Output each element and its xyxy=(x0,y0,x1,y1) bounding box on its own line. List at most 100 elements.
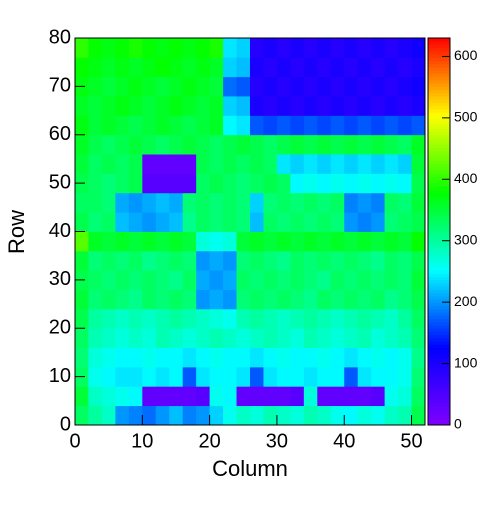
heat-cell xyxy=(236,231,251,252)
heat-cell xyxy=(317,289,332,310)
heat-cell xyxy=(209,347,224,368)
heat-cell xyxy=(317,173,332,194)
heat-cell xyxy=(128,96,143,116)
heat-cell xyxy=(75,347,89,368)
heat-cell xyxy=(142,173,157,194)
heat-cell xyxy=(169,173,184,194)
heat-cell xyxy=(384,250,399,271)
heat-cell xyxy=(128,192,143,213)
heat-cell xyxy=(128,154,143,174)
heat-cell xyxy=(182,134,197,155)
heat-cell xyxy=(115,289,130,310)
heat-cell xyxy=(182,231,197,252)
colorbar-step xyxy=(428,415,450,419)
heat-cell xyxy=(290,96,305,116)
heat-cell xyxy=(142,154,157,174)
heat-cell xyxy=(398,212,412,232)
heat-cell xyxy=(411,38,426,58)
heat-cell xyxy=(75,115,89,136)
heat-cell xyxy=(303,328,318,348)
heat-cell xyxy=(276,212,291,232)
heat-cell xyxy=(236,154,251,174)
heat-cell xyxy=(357,134,372,155)
colorbar-step xyxy=(428,299,450,303)
heat-cell xyxy=(88,270,103,290)
heat-cell xyxy=(290,270,305,290)
heat-cell xyxy=(398,134,412,155)
heat-cell xyxy=(142,250,157,271)
heat-cell xyxy=(101,386,116,407)
heat-cell xyxy=(371,405,386,426)
heat-cell xyxy=(223,386,237,407)
heat-cell xyxy=(142,115,157,136)
heat-cell xyxy=(344,250,359,271)
colorbar-step xyxy=(428,399,450,403)
y-axis-title: Row xyxy=(4,210,29,254)
colorbar-step xyxy=(428,321,450,326)
colorbar-step xyxy=(428,337,450,342)
heat-cell xyxy=(250,38,264,58)
heat-cell xyxy=(88,38,103,58)
colorbar-step xyxy=(428,125,450,129)
heat-cell xyxy=(88,57,103,78)
heat-cell xyxy=(290,57,305,78)
heat-cell xyxy=(384,366,399,387)
colorbar-step xyxy=(428,202,450,207)
heat-cell xyxy=(344,328,359,348)
heat-cell xyxy=(303,76,318,97)
heat-cell xyxy=(196,405,211,426)
heat-cell xyxy=(371,115,386,136)
heat-cell xyxy=(75,289,89,310)
colorbar-step xyxy=(428,312,450,316)
colorbar-step xyxy=(428,154,450,158)
heat-cell xyxy=(250,76,264,97)
heat-cell xyxy=(344,308,359,329)
heat-cell xyxy=(128,405,143,426)
heat-cell xyxy=(182,308,197,329)
heat-cell xyxy=(303,289,318,310)
heat-cell xyxy=(169,212,184,232)
colorbar-step xyxy=(428,250,450,255)
heat-cell xyxy=(182,405,197,426)
heat-cell xyxy=(263,115,278,136)
heat-cell xyxy=(263,38,278,58)
heat-cell xyxy=(276,134,291,155)
heat-cell xyxy=(101,96,116,116)
heat-cell xyxy=(115,308,130,329)
colorbar-frame xyxy=(427,37,451,426)
heat-cell xyxy=(263,173,278,194)
heat-cell xyxy=(411,231,426,252)
heat-cell xyxy=(290,173,305,194)
heat-cell xyxy=(169,250,184,271)
heat-cell xyxy=(344,212,359,232)
heat-cell xyxy=(128,57,143,78)
heat-cell xyxy=(169,328,184,348)
heat-cell xyxy=(115,328,130,348)
colorbar-step xyxy=(428,102,450,107)
heat-cell xyxy=(330,115,345,136)
heat-cell xyxy=(115,231,130,252)
heat-cell xyxy=(357,154,372,174)
heat-cell xyxy=(223,366,237,387)
heat-cell xyxy=(357,231,372,252)
x-axis-title: Column xyxy=(212,456,288,481)
heat-cell xyxy=(398,386,412,407)
heat-cell xyxy=(182,115,197,136)
heat-cell xyxy=(344,192,359,213)
colorbar-step xyxy=(428,263,450,268)
colorbar-step xyxy=(428,379,450,384)
heat-cell xyxy=(101,192,116,213)
heat-cell xyxy=(101,115,116,136)
heat-cell xyxy=(101,173,116,194)
heat-cell xyxy=(223,270,237,290)
colorbar-step xyxy=(428,347,450,352)
heat-cell xyxy=(209,57,224,78)
colorbar-step xyxy=(428,118,450,123)
y-tick-label: 40 xyxy=(49,220,71,242)
heat-cell xyxy=(398,115,412,136)
heat-cell xyxy=(276,308,291,329)
heat-cell xyxy=(330,405,345,426)
heat-cell xyxy=(276,96,291,116)
heat-cell xyxy=(88,173,103,194)
heat-cell xyxy=(88,250,103,271)
